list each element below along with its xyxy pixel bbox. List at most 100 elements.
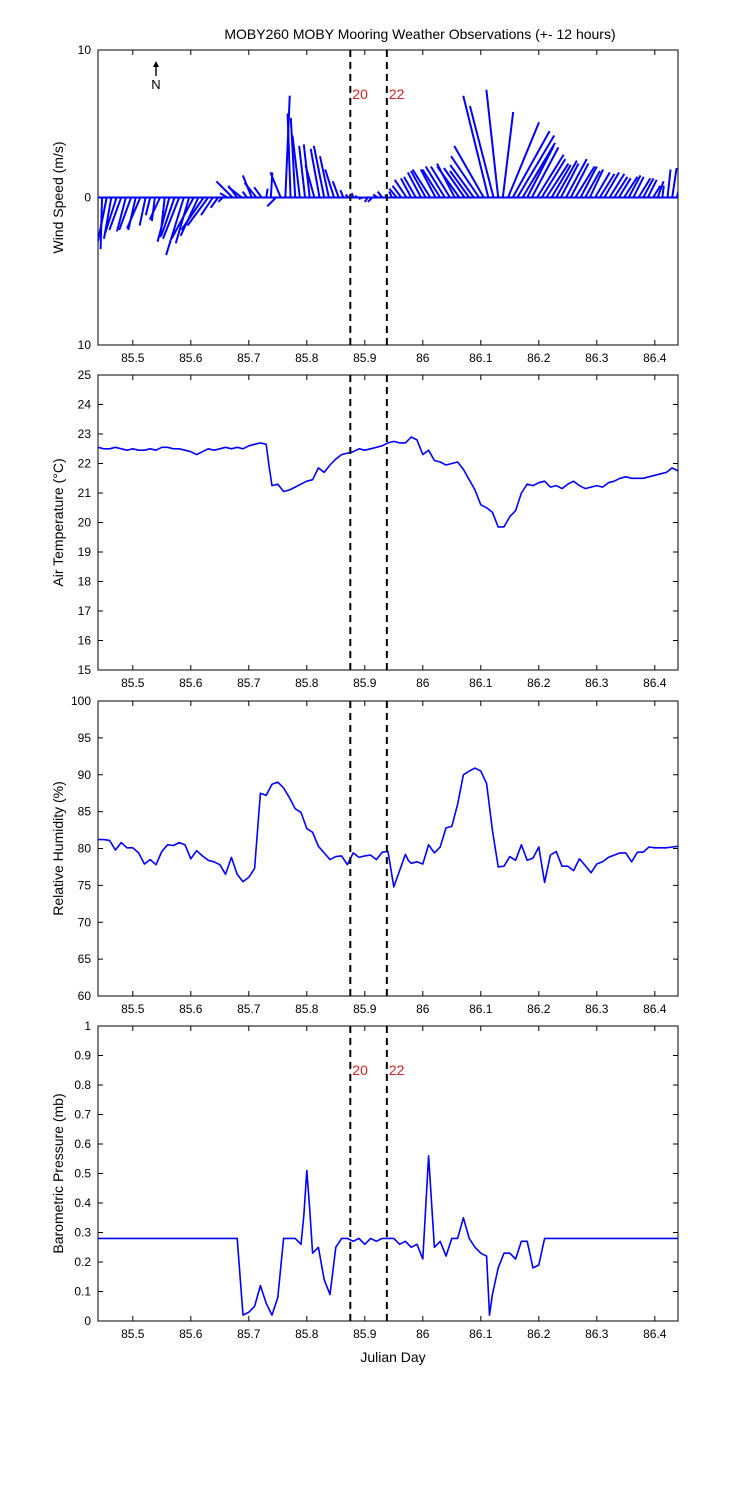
y-tick-label: 21 [78,486,92,500]
wind-vector [324,169,336,198]
wind-vector [419,169,437,198]
y-tick-label: 22 [78,457,92,471]
x-tick-label: 85.8 [295,676,319,690]
x-tick-label: 86.2 [527,1002,551,1016]
north-arrowhead-icon [153,61,159,67]
x-tick-label: 86.3 [585,351,609,365]
wind-vector [162,197,181,240]
y-tick-label: 15 [78,663,92,677]
wind-vector [363,196,369,203]
wind-vector [291,135,301,198]
wind-vector [656,180,665,198]
y-tick-label: 0.4 [74,1196,91,1210]
wind-vector [243,182,258,199]
wind-vector [453,145,485,198]
y-tick-label: 0.6 [74,1137,91,1151]
wind-vector [608,173,626,199]
wind-vector [284,95,291,198]
wind-vector [144,197,152,216]
wind-vector [406,171,422,198]
y-tick-label: 80 [78,842,92,856]
y-axis-label: Barometric Pressure (mb) [50,1093,66,1253]
wind-vector [652,185,662,199]
wind-vector [393,179,408,199]
x-axis-label: Julian Day [360,1349,425,1365]
wind-vector [388,188,398,199]
panels: 85.5 85.6 85.7 85.8 85.9 86 86.1 86.2 86.3 86.410… [50,43,679,1341]
wind-vector [358,196,364,200]
panel-data [98,436,678,528]
wind-vector [403,176,417,198]
panel-2: 85.5 85.6 85.7 85.8 85.9 86 86.1 86.2 86.3 86.4 15… [50,368,679,690]
x-tick-label: 86.1 [469,676,493,690]
y-tick-label: 0 [84,191,91,205]
wind-vector [156,197,171,243]
y-tick-label: 75 [78,878,92,892]
y-axis-label: Relative Humidity (%) [50,781,66,916]
x-tick-label: 86.2 [527,676,551,690]
x-tick-label: 85.9 [353,1327,377,1341]
y-tick-label: 10 [78,43,92,57]
wind-vector [594,171,611,199]
wind-vector [227,186,243,199]
x-tick-label: 85.6 [179,1327,203,1341]
wind-vector [331,180,340,198]
wind-vector [350,192,355,198]
wind-vector [671,167,678,198]
wind-vector [391,185,403,199]
wind-vector [501,111,515,198]
wind-vector [103,197,118,235]
x-tick-label: 86.1 [469,1002,493,1016]
y-tick-label: 25 [78,368,92,382]
wind-vector [148,197,161,221]
y-tick-label: 0.5 [74,1167,91,1181]
wind-vector [309,148,321,198]
wind-vector [545,163,570,199]
x-tick-label: 85.9 [353,351,377,365]
wind-vector [118,197,132,231]
y-tick-label: 60 [78,989,92,1003]
x-tick-label: 85.8 [295,1002,319,1016]
wind-vector [354,195,359,199]
wind-vector [485,89,500,198]
x-tick-label: 85.5 [121,1002,145,1016]
wind-vector [367,196,374,203]
wind-vector [372,193,379,199]
panel-1: 85.5 85.6 85.7 85.8 85.9 86 86.1 86.2 86.3 86.4 10… [50,43,679,365]
wind-vector [421,168,442,199]
wind-vector [511,130,551,198]
wind-vector [507,121,540,198]
y-tick-label: 0.8 [74,1078,91,1092]
wind-vector [661,185,665,198]
wind-vector [160,197,176,237]
x-tick-label: 85.5 [121,351,145,365]
x-tick-label: 86.4 [643,1327,667,1341]
x-tick-label: 86.1 [469,1327,493,1341]
wind-vector [344,193,350,199]
wind-vector [430,165,451,199]
wind-vector [565,158,588,198]
x-tick-label: 86 [416,1327,430,1341]
wind-vector [265,188,269,198]
x-tick-label: 85.6 [179,1002,203,1016]
y-axis-label: Air Temperature (°C) [50,458,66,586]
wind-vector [376,191,384,199]
wind-vector [289,117,297,198]
wind-vector [138,197,147,226]
x-tick-label: 86 [416,676,430,690]
wind-vector [666,169,672,198]
wind-vector [617,177,632,199]
wind-vector [468,105,495,198]
wind-vector [424,165,446,199]
panel-data [98,767,678,888]
y-tick-label: 0.9 [74,1049,91,1063]
x-tick-label: 85.9 [353,676,377,690]
wind-vector [298,145,307,198]
panel-3: 85.5 85.6 85.7 85.8 85.9 86 86.1 86.2 86.3 86.4 60… [50,694,679,1016]
wind-vector [642,177,655,198]
x-tick-label: 86.3 [585,1327,609,1341]
y-tick-label: 20 [78,516,92,530]
wind-vector [574,165,596,199]
wind-vector [410,170,427,198]
y-tick-label: 0.3 [74,1226,91,1240]
